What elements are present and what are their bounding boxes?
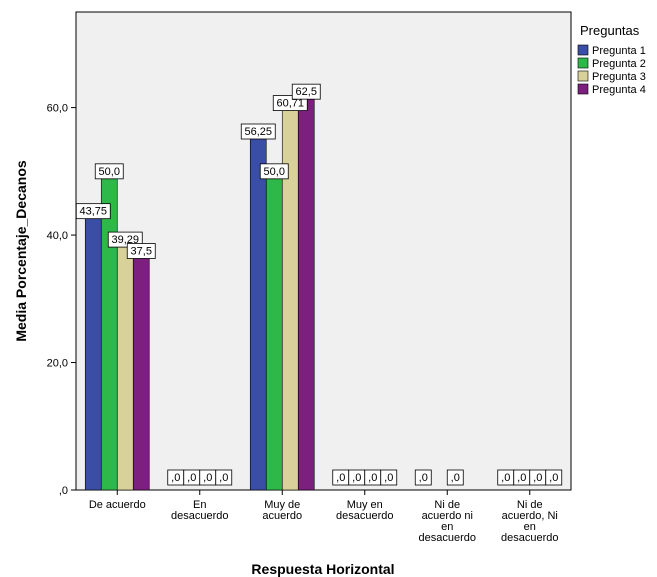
data-label-box (240, 123, 276, 140)
data-label-text: ,0 (171, 472, 180, 484)
data-label-box (126, 243, 156, 259)
data-label-text: 43,75 (79, 206, 107, 218)
data-label: 37,5 (126, 243, 156, 259)
bar-pregunta-4 (132, 250, 150, 491)
data-label: ,0 (183, 469, 201, 486)
data-label: 43,75 (75, 203, 111, 220)
data-label-text: 37,5 (131, 246, 152, 258)
x-tick-label: Ni de (517, 499, 543, 511)
data-label-text: ,0 (187, 472, 196, 484)
legend-swatch (577, 57, 589, 69)
data-label-text: 56,25 (244, 126, 272, 138)
data-label-text: 62,5 (296, 86, 317, 98)
bar-pregunta-4 (297, 91, 315, 491)
data-label-text: 60,71 (276, 98, 304, 110)
data-label-text: ,0 (517, 472, 526, 484)
x-tick-label: desacuerdo (336, 510, 394, 522)
data-label: ,0 (380, 469, 398, 486)
data-label: ,0 (513, 469, 531, 486)
legend-label: Pregunta 4 (592, 84, 646, 96)
data-label-text: ,0 (336, 472, 345, 484)
data-label-text: 50,0 (99, 166, 120, 178)
data-label-box (75, 203, 111, 220)
data-label-box (94, 163, 124, 180)
data-label: 62,5 (291, 83, 321, 100)
data-label: ,0 (332, 469, 350, 486)
x-tick-label: En (193, 499, 206, 511)
data-label-box (291, 83, 321, 100)
data-label: ,0 (529, 469, 547, 486)
data-label: ,0 (199, 469, 217, 486)
x-tick-label: acuerdo, Ni (502, 510, 558, 522)
x-tick-label: en (441, 521, 453, 533)
data-label: 56,25 (240, 123, 276, 140)
legend-swatch (577, 70, 589, 82)
y-tick-label: 20,0 (47, 358, 68, 370)
data-label: ,0 (167, 469, 185, 486)
x-axis-title: Respuesta Horizontal (251, 561, 394, 577)
y-tick-label: 40,0 (47, 230, 68, 242)
data-label-text: ,0 (549, 472, 558, 484)
x-tick-label: Muy en (347, 499, 383, 511)
bar-pregunta-1 (84, 210, 102, 491)
data-label-text: ,0 (533, 472, 542, 484)
plot-area (75, 11, 572, 491)
data-label: ,0 (497, 469, 515, 486)
y-axis: ,0 20,0 40,0 60,0 (47, 103, 76, 497)
x-tick-label: Ni de (434, 499, 460, 511)
data-label: ,0 (364, 469, 382, 486)
data-label: ,0 (414, 469, 432, 486)
data-label-text: ,0 (368, 472, 377, 484)
data-label-text: ,0 (451, 472, 460, 484)
data-label-box (380, 469, 398, 486)
data-label-text: 39,29 (111, 234, 139, 246)
data-label: ,0 (215, 469, 233, 486)
legend-title: Preguntas (580, 23, 640, 38)
data-label-text: ,0 (352, 472, 361, 484)
y-tick-label: ,0 (59, 485, 68, 497)
data-label-text: ,0 (501, 472, 510, 484)
bar-pregunta-3 (281, 102, 299, 491)
legend-swatch (577, 83, 589, 95)
x-tick-label: acuerdo ni (422, 510, 473, 522)
bar-pregunta-2 (100, 171, 118, 491)
data-label-text: ,0 (419, 472, 428, 484)
data-label: 50,0 (259, 163, 289, 180)
data-label-text: ,0 (384, 472, 393, 484)
x-tick-label: desacuerdo (419, 532, 477, 544)
bar-pregunta-1 (249, 131, 267, 491)
data-label: ,0 (446, 469, 464, 486)
x-tick-label: desacuerdo (501, 532, 559, 544)
data-label-box (259, 163, 289, 180)
x-tick-label: en (524, 521, 536, 533)
bar-pregunta-2 (265, 171, 283, 491)
data-label: ,0 (545, 469, 563, 486)
data-label: 50,0 (94, 163, 124, 180)
data-label-box (545, 469, 563, 486)
legend-label: Pregunta 2 (592, 58, 646, 70)
legend-label: Pregunta 3 (592, 71, 646, 83)
data-label-text: 50,0 (264, 166, 285, 178)
data-label-text: ,0 (219, 472, 228, 484)
x-tick-label: acuerdo (262, 510, 302, 522)
data-label-box (414, 469, 432, 486)
data-label: ,0 (348, 469, 366, 486)
data-label-text: ,0 (203, 472, 212, 484)
legend-swatch (577, 44, 589, 56)
data-label-box (446, 469, 464, 486)
x-tick-label: desacuerdo (171, 510, 229, 522)
bar-pregunta-3 (116, 239, 134, 491)
legend-label: Pregunta 1 (592, 45, 646, 57)
y-axis-title: Media Porcentaje_Decanos (13, 160, 29, 342)
x-tick-label: De acuerdo (89, 499, 146, 511)
data-label-box (215, 469, 233, 486)
y-tick-label: 60,0 (47, 103, 68, 115)
x-tick-label: Muy de (264, 499, 300, 511)
